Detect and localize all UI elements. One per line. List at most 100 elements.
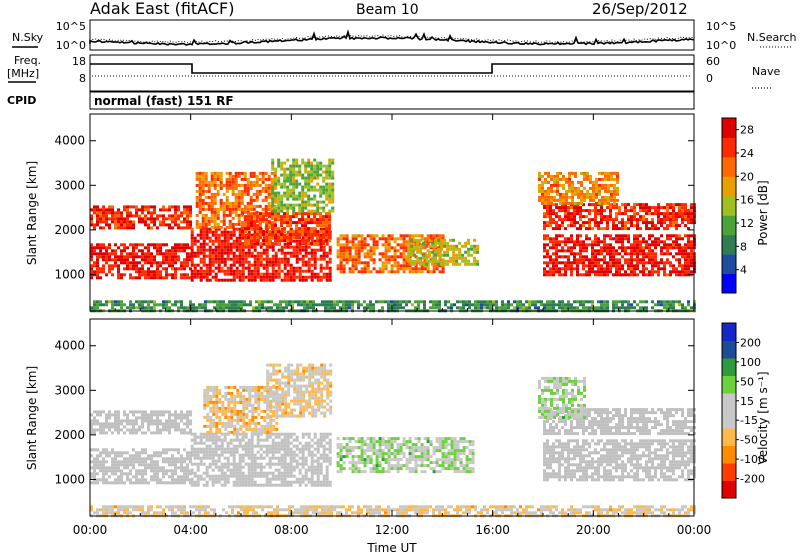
scatter-cell [568,184,571,187]
scatter-cell [111,217,114,220]
scatter-cell [311,249,314,252]
scatter-cell [147,205,150,208]
scatter-cell [352,234,355,237]
scatter-cell [455,263,458,266]
scatter-cell [495,303,498,306]
scatter-cell [168,205,171,208]
scatter-cell [559,172,562,175]
scatter-cell [597,243,600,246]
scatter-cell [265,242,268,245]
scatter-cell [162,276,165,279]
scatter-cell [292,221,295,224]
scatter-cell [678,258,681,261]
scatter-cell [660,252,663,255]
scatter-cell [541,175,544,178]
scatter-cell [111,252,114,255]
scatter-cell [546,264,549,267]
scatter-cell [239,249,242,252]
scatter-cell [256,211,259,214]
scatter-cell [177,246,180,249]
scatter-cell [606,224,609,227]
scatter-cell [607,202,610,205]
scatter-cell [232,190,235,193]
scatter-cell [295,171,298,174]
scatter-cell [186,416,189,419]
scatter-cell [129,454,132,457]
scatter-cell [618,206,621,209]
scatter-cell [240,300,243,303]
scatter-cell [407,251,410,254]
scatter-cell [171,478,174,481]
scatter-cell [258,303,261,306]
scatter-cell [672,218,675,221]
scatter-cell [236,472,239,475]
scatter-cell [555,303,558,306]
scatter-cell [627,237,630,240]
scatter-cell [153,261,156,264]
scatter-cell [624,258,627,261]
scatter-cell [561,255,564,258]
scatter-cell [603,240,606,243]
scatter-cell [684,203,687,206]
scatter-cell [624,234,627,237]
scatter-cell [156,481,159,484]
scatter-cell [141,303,144,306]
scatter-cell [555,212,558,215]
scatter-cell [412,270,415,273]
scatter-cell [310,171,313,174]
scatter-cell [669,237,672,240]
scatter-cell [292,236,295,239]
scatter-cell [260,255,263,258]
scatter-cell [612,255,615,258]
scatter-cell [666,258,669,261]
scatter-cell [241,233,244,236]
scatter-cell [212,469,215,472]
scatter-cell [211,196,214,199]
scatter-cell [562,175,565,178]
scatter-cell [235,175,238,178]
scatter-cell [111,413,114,416]
scatter-cell [663,300,666,303]
scatter-cell [186,478,189,481]
scatter-cell [544,193,547,196]
scatter-cell [117,223,120,226]
scatter-cell [227,463,230,466]
scatter-cell [573,209,576,212]
scatter-cell [189,211,192,214]
scatter-cell [660,303,663,306]
scatter-cell [227,466,230,469]
scatter-cell [108,217,111,220]
scatter-cell [642,255,645,258]
scatter-cell [212,264,215,267]
scatter-cell [565,202,568,205]
scatter-cell [592,196,595,199]
scatter-cell [418,267,421,270]
scatter-cell [141,300,144,303]
scatter-cell [114,300,117,303]
scatter-cell [150,463,153,466]
scatter-cell [123,431,126,434]
scatter-cell [555,227,558,230]
scatter-cell [555,237,558,240]
scatter-cell [606,234,609,237]
scatter-cell [666,261,669,264]
scatter-cell [208,190,211,193]
scatter-cell [254,255,257,258]
scatter-cell [468,306,471,309]
scatter-cell [129,300,132,303]
scatter-cell [242,261,245,264]
scatter-cell [559,193,562,196]
scatter-cell [654,246,657,249]
scatter-cell [203,270,206,273]
scatter-cell [212,258,215,261]
scatter-cell [268,190,271,193]
scatter-cell [328,165,331,168]
scatter-cell [678,243,681,246]
scatter-cell [567,300,570,303]
scatter-cell [162,208,165,211]
scatter-cell [654,243,657,246]
scatter-cell [171,205,174,208]
scatter-cell [102,270,105,273]
scatter-cell [238,172,241,175]
scatter-cell [615,234,618,237]
